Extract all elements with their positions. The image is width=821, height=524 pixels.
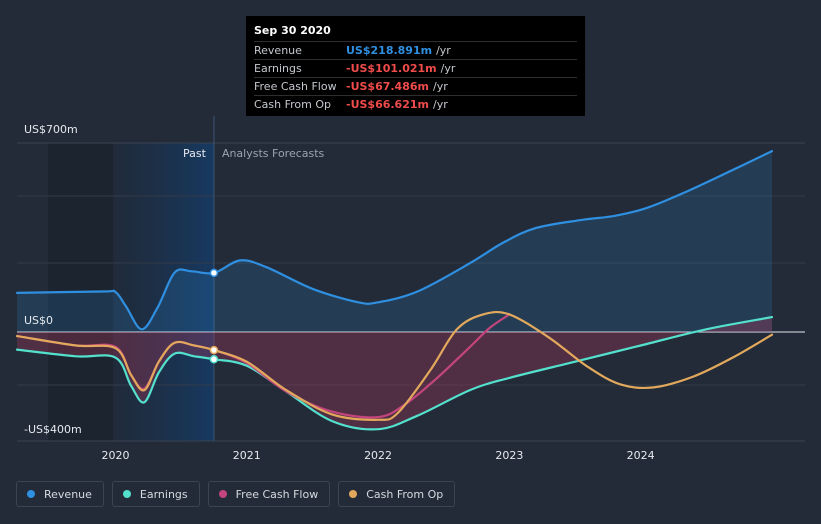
tooltip-row-unit: /yr — [440, 62, 456, 75]
x-tick-label: 2020 — [101, 449, 129, 462]
y-tick-label: US$0 — [24, 314, 53, 327]
tooltip-row-value: -US$67.486m — [346, 80, 429, 93]
cash-from-op-marker — [209, 345, 219, 355]
tooltip-row: Earnings -US$101.021m/yr — [254, 59, 577, 77]
revenue-marker — [209, 268, 219, 278]
past-region — [113, 143, 214, 441]
legend-dot-icon — [122, 490, 131, 498]
tooltip-date: Sep 30 2020 — [254, 24, 331, 37]
legend-dot-icon — [27, 490, 35, 498]
tooltip-row-label: Revenue — [254, 44, 302, 57]
tooltip-row-label: Free Cash Flow — [254, 80, 337, 93]
forecast-label: Analysts Forecasts — [222, 147, 325, 160]
legend-item-earnings[interactable]: Earnings — [111, 481, 200, 507]
tooltip-row: Revenue US$218.891m/yr — [254, 41, 577, 59]
x-tick-label: 2021 — [233, 449, 261, 462]
y-tick-label: -US$400m — [24, 423, 82, 436]
legend-label: Revenue — [44, 487, 92, 501]
earnings-area — [17, 317, 772, 430]
revenue-area — [17, 151, 772, 332]
tooltip-row-value: -US$66.621m — [346, 98, 429, 111]
tooltip-row-unit: /yr — [432, 80, 448, 93]
x-tick-label: 2023 — [495, 449, 523, 462]
legend-label: Free Cash Flow — [235, 487, 319, 501]
legend-item-free-cash-flow[interactable]: Free Cash Flow — [207, 481, 331, 507]
x-tick-label: 2024 — [627, 449, 655, 462]
past-label: Past — [183, 147, 207, 160]
tooltip-row: Free Cash Flow -US$67.486m/yr — [254, 77, 577, 95]
legend-item-cash-from-op[interactable]: Cash From Op — [338, 481, 456, 507]
legend: Revenue Earnings Free Cash Flow Cash From O… — [16, 481, 456, 507]
earnings-marker — [209, 355, 219, 364]
cash-from-op-line — [15, 310, 774, 421]
tooltip-row-unit: /yr — [436, 44, 451, 57]
legend-dot-icon — [218, 490, 227, 498]
tooltip-row: Cash From Op -US$66.621m/yr — [254, 95, 577, 113]
legend-label: Earnings — [139, 487, 188, 501]
tooltip-row-value: US$218.891m — [346, 44, 433, 57]
y-tick-label: US$700m — [24, 123, 78, 136]
revenue-line — [15, 150, 774, 331]
tooltip-row-value: -US$101.021m — [346, 62, 437, 75]
tooltip-row-label: Earnings — [254, 62, 302, 75]
tooltip: Sep 30 2020 Revenue US$218.891m/yr Earning… — [246, 16, 585, 116]
tooltip-row-unit: /yr — [432, 98, 448, 111]
tooltip-row-label: Cash From Op — [254, 98, 332, 111]
legend-label: Cash From Op — [366, 487, 444, 501]
legend-item-revenue[interactable]: Revenue — [16, 481, 104, 507]
x-tick-label: 2022 — [364, 449, 392, 462]
legend-dot-icon — [349, 490, 358, 498]
